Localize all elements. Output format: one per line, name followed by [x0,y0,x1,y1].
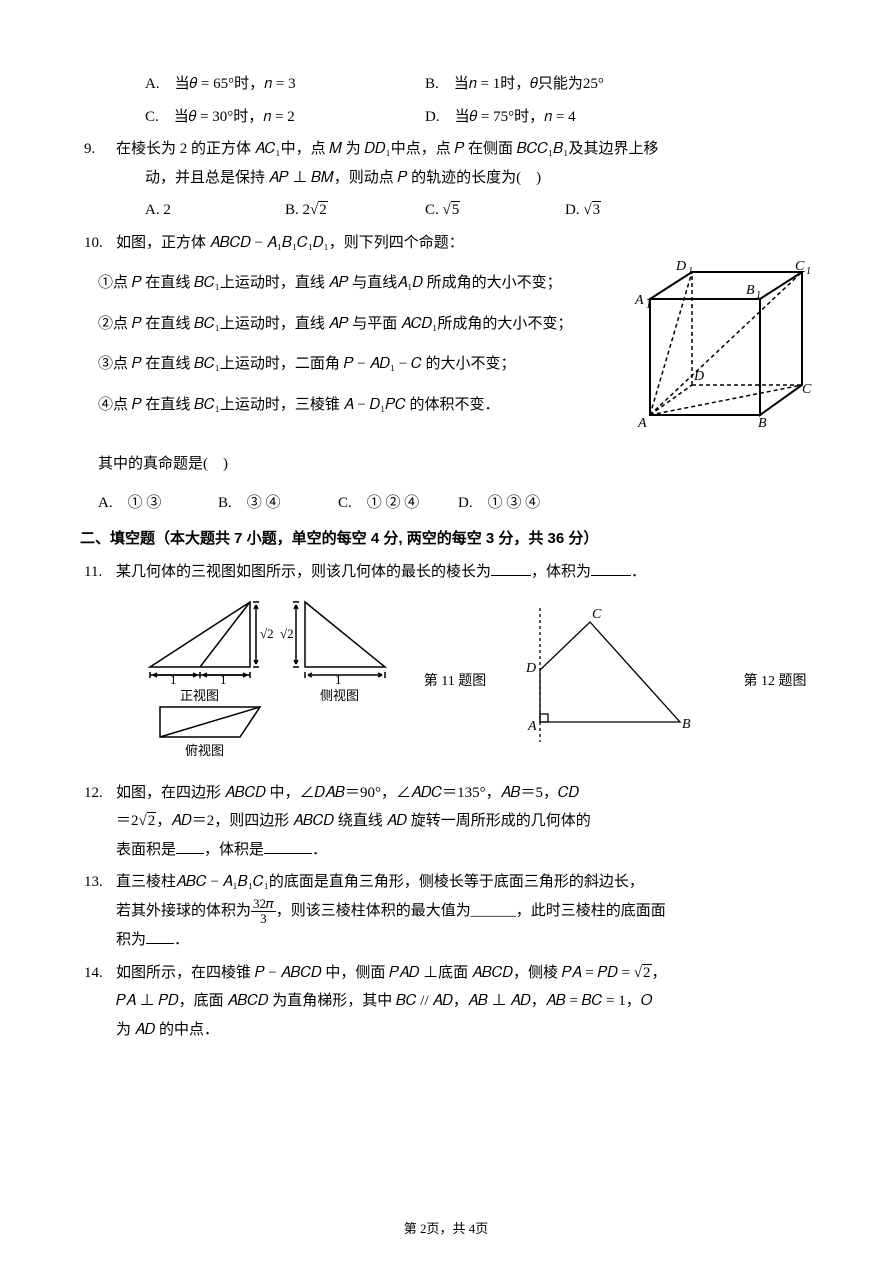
q10-number: 10. [80,229,116,258]
svg-text:B: B [746,283,755,298]
q10-cube-figure: A1 B1 C1 D1 A B C D [632,257,812,432]
q8-options-row1: A. 当𝜃 = 65°时，𝑛 = 3 B. 当𝑛 = 1时，𝜃只能为25° [145,70,812,99]
q12-text-line1: 如图，在四边形 𝐴𝐵𝐶𝐷 中，∠𝐷𝐴𝐵＝90°，∠𝐴𝐷𝐶＝135°，𝐴𝐵＝5，𝐶… [116,779,812,808]
q10-option-c: C. ① ② ④ [338,489,458,518]
q10-option-b: B. ③ ④ [218,489,338,518]
q12-figure: A B C D [510,602,740,763]
q11-block: 11. 某几何体的三视图如图所示，则该几何体的最长的棱长为，体积为． [80,558,812,773]
q14-block: 14. 如图所示，在四棱锥 𝑃 − 𝐴𝐵𝐶𝐷 中，侧面 𝑃𝐴𝐷 ⊥底面 𝐴𝐵𝐶𝐷… [80,959,812,1045]
q9-option-d: D. 3 [565,196,705,225]
q9-option-b: B. 22 [285,196,425,225]
q8-option-d: D. 当𝜃 = 75°时，𝑛 = 4 [425,103,705,132]
svg-text:√2: √2 [260,626,274,641]
q14-text-line2: 𝑃𝐴 ⊥ 𝑃𝐷，底面 𝐴𝐵𝐶𝐷 为直角梯形，其中 𝐵𝐶 // 𝐴𝐷，𝐴𝐵 ⊥ 𝐴… [116,987,812,1016]
q13-text-line2: 若其外接球的体积为32𝜋3，则该三棱柱体积的最大值为______，此时三棱柱的底… [116,897,812,927]
q11-text: 某几何体的三视图如图所示，则该几何体的最长的棱长为，体积为． [116,558,812,587]
q9-block: 9. 在棱长为 2 的正方体 𝐴𝐶₁中，点 𝑀 为 𝐷𝐷₁中点，点 𝑃 在侧面 … [80,135,812,225]
svg-text:D: D [525,661,536,676]
svg-text:1: 1 [220,672,227,687]
section2-title: 二、填空题（本大题共 7 小题，单空的每空 4 分, 两空的每空 3 分，共 3… [80,525,812,554]
svg-text:1: 1 [756,290,761,301]
q12-caption: 第 12 题图 [740,669,810,696]
q11-number: 11. [80,558,116,587]
q10-option-d: D. ① ③ ④ [458,489,578,518]
q11-caption: 第 11 题图 [420,669,490,696]
svg-text:B: B [758,416,767,431]
q9-text-line2: 动，并且总是保持 𝐴𝑃 ⊥ 𝐵𝑀，则动点 𝑃 的轨迹的长度为( ) [145,164,812,193]
q9-text-line1: 在棱长为 2 的正方体 𝐴𝐶₁中，点 𝑀 为 𝐷𝐷₁中点，点 𝑃 在侧面 𝐵𝐶𝐶… [116,135,812,164]
q14-text-line1: 如图所示，在四棱锥 𝑃 − 𝐴𝐵𝐶𝐷 中，侧面 𝑃𝐴𝐷 ⊥底面 𝐴𝐵𝐶𝐷，侧棱 … [116,959,812,988]
svg-text:A: A [637,416,647,431]
q8-option-b: B. 当𝑛 = 1时，𝜃只能为25° [425,70,705,99]
svg-text:D: D [693,369,704,384]
svg-text:正视图: 正视图 [180,688,219,703]
q11-figures-row: 1 1 √2 正视图 √2 1 侧视图 [140,592,812,773]
svg-text:C: C [795,259,805,274]
svg-text:C: C [592,607,602,622]
q13-text-line3: 积为． [116,926,812,955]
q9-number: 9. [80,135,116,164]
q10-text: 如图，正方体 𝐴𝐵𝐶𝐷 − 𝐴₁𝐵₁𝐶₁𝐷₁，则下列四个命题： [116,229,812,258]
q8-option-c: C. 当𝜃 = 30°时，𝑛 = 2 [145,103,425,132]
svg-text:侧视图: 侧视图 [320,688,359,703]
svg-text:A: A [527,719,537,734]
svg-text:D: D [675,259,686,274]
q10-ask: 其中的真命题是( ) [98,450,812,479]
q9-option-a: A. 2 [145,196,285,225]
svg-text:1: 1 [646,300,651,311]
svg-text:1: 1 [170,672,177,687]
svg-text:1: 1 [688,266,693,277]
q12-number: 12. [80,779,116,808]
q11-three-views: 1 1 √2 正视图 √2 1 侧视图 [140,592,420,773]
svg-text:A: A [634,293,644,308]
q8-options-row2: C. 当𝜃 = 30°时，𝑛 = 2 D. 当𝜃 = 75°时，𝑛 = 4 [145,103,812,132]
svg-text:C: C [802,382,812,397]
svg-text:1: 1 [335,672,342,687]
svg-text:√2: √2 [280,626,294,641]
svg-text:1: 1 [806,266,811,277]
q12-text-line2: ＝22，𝐴𝐷＝2，则四边形 𝐴𝐵𝐶𝐷 绕直线 𝐴𝐷 旋转一周所形成的几何体的 [116,807,812,836]
q12-block: 12. 如图，在四边形 𝐴𝐵𝐶𝐷 中，∠𝐷𝐴𝐵＝90°，∠𝐴𝐷𝐶＝135°，𝐴𝐵… [80,779,812,865]
svg-text:俯视图: 俯视图 [185,743,224,758]
q13-block: 13. 直三棱柱𝐴𝐵𝐶 − 𝐴₁𝐵₁𝐶₁的底面是直角三角形，侧棱长等于底面三角形… [80,868,812,955]
q13-number: 13. [80,868,116,897]
q14-number: 14. [80,959,116,988]
q14-text-line3: 为 𝐴𝐷 的中点． [116,1016,812,1045]
page-footer: 第 2页，共 4页 [0,1217,892,1242]
q13-text-line1: 直三棱柱𝐴𝐵𝐶 − 𝐴₁𝐵₁𝐶₁的底面是直角三角形，侧棱长等于底面三角形的斜边长… [116,868,812,897]
q10-option-a: A. ① ③ [98,489,218,518]
q8-option-a: A. 当𝜃 = 65°时，𝑛 = 3 [145,70,425,99]
q10-block: 10. 如图，正方体 𝐴𝐵𝐶𝐷 − 𝐴₁𝐵₁𝐶₁𝐷₁，则下列四个命题： [80,229,812,518]
q9-option-c: C. 5 [425,196,565,225]
svg-text:B: B [682,717,691,732]
q12-text-line3: 表面积是，体积是． [116,836,812,865]
